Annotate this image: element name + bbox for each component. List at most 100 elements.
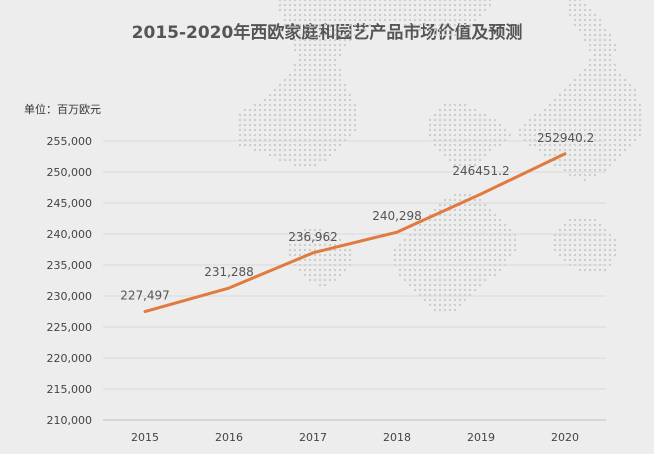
globe-dot <box>408 283 412 287</box>
globe-dot <box>453 8 457 12</box>
globe-dot <box>388 13 392 17</box>
globe-dot <box>488 128 492 132</box>
globe-dot <box>583 108 587 112</box>
globe-dot <box>303 48 307 52</box>
globe-dot <box>293 18 297 22</box>
globe-dot <box>248 118 252 122</box>
globe-dot <box>328 78 332 82</box>
globe-dot <box>328 133 332 137</box>
globe-dot <box>328 48 332 52</box>
globe-dot <box>338 3 342 7</box>
globe-dot <box>418 28 422 32</box>
globe-dot <box>343 253 347 257</box>
globe-dot <box>638 133 642 137</box>
globe-dot <box>483 238 487 242</box>
globe-dot <box>478 158 482 162</box>
globe-dot <box>463 258 467 262</box>
globe-dot <box>473 208 477 212</box>
globe-dot <box>623 78 627 82</box>
globe-dot <box>613 88 617 92</box>
globe-dot <box>498 253 502 257</box>
globe-dot <box>268 113 272 117</box>
globe-dot <box>613 83 617 87</box>
globe-dot <box>303 53 307 57</box>
globe-dot <box>558 148 562 152</box>
globe-dot <box>573 158 577 162</box>
globe-dot <box>248 108 252 112</box>
globe-dot <box>443 238 447 242</box>
globe-dot <box>323 238 327 242</box>
globe-dot <box>423 238 427 242</box>
globe-dot <box>443 283 447 287</box>
globe-dot <box>293 83 297 87</box>
globe-dot <box>443 253 447 257</box>
globe-dot <box>283 88 287 92</box>
globe-dot <box>628 123 632 127</box>
globe-dot <box>323 98 327 102</box>
globe-dot <box>603 238 607 242</box>
globe-dot <box>343 113 347 117</box>
globe-dot <box>458 143 462 147</box>
globe-dot <box>433 223 437 227</box>
globe-dot <box>473 113 477 117</box>
globe-dot <box>603 143 607 147</box>
globe-dot <box>563 148 567 152</box>
globe-dot <box>483 208 487 212</box>
globe-dot <box>448 273 452 277</box>
globe-dot <box>603 88 607 92</box>
globe-dot <box>558 163 562 167</box>
globe-dot <box>303 78 307 82</box>
globe-dot <box>543 143 547 147</box>
globe-dot <box>248 133 252 137</box>
globe-dot <box>238 123 242 127</box>
globe-dot <box>468 18 472 22</box>
globe-dot <box>558 238 562 242</box>
globe-dot <box>483 223 487 227</box>
globe-dot <box>293 0 297 2</box>
globe-dot <box>413 228 417 232</box>
globe-dot <box>303 133 307 137</box>
globe-dot <box>593 153 597 157</box>
globe-dot <box>423 0 427 2</box>
globe-dot <box>568 148 572 152</box>
globe-dot <box>613 68 617 72</box>
globe-dot <box>568 133 572 137</box>
globe-dot <box>618 133 622 137</box>
globe-dot <box>568 3 572 7</box>
globe-dot <box>283 23 287 27</box>
globe-dot <box>593 118 597 122</box>
globe-dot <box>618 88 622 92</box>
globe-dot <box>478 123 482 127</box>
y-tick-label: 250,000 <box>47 166 93 179</box>
globe-dot <box>348 258 352 262</box>
globe-dot <box>428 243 432 247</box>
globe-dot <box>288 153 292 157</box>
globe-dot <box>598 88 602 92</box>
globe-dot <box>333 78 337 82</box>
globe-dot <box>588 168 592 172</box>
globe-dot <box>593 243 597 247</box>
globe-dot <box>428 223 432 227</box>
globe-dot <box>448 308 452 312</box>
globe-dot <box>468 278 472 282</box>
globe-dot <box>403 13 407 17</box>
globe-dot <box>473 283 477 287</box>
globe-dot <box>268 118 272 122</box>
globe-dot <box>288 143 292 147</box>
globe-dot <box>613 98 617 102</box>
globe-dot <box>478 248 482 252</box>
globe-dot <box>288 108 292 112</box>
globe-dot <box>588 83 592 87</box>
globe-dot <box>303 8 307 12</box>
globe-dot <box>308 23 312 27</box>
globe-dot <box>328 23 332 27</box>
globe-dot <box>593 258 597 262</box>
globe-dot <box>443 228 447 232</box>
globe-dot <box>473 278 477 282</box>
globe-dot <box>468 248 472 252</box>
globe-dot <box>588 68 592 72</box>
globe-dot <box>578 153 582 157</box>
globe-dot <box>628 118 632 122</box>
globe-dot <box>638 118 642 122</box>
globe-dot <box>448 8 452 12</box>
